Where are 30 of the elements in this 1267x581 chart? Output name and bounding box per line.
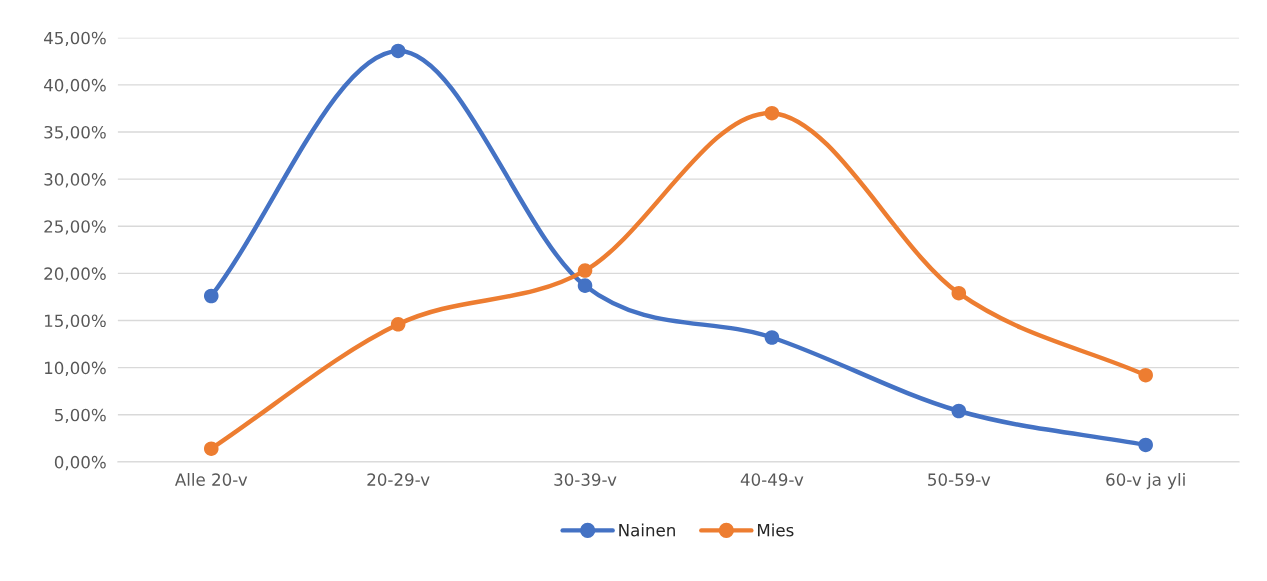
y-tick-label: 45,00% (43, 31, 106, 47)
point (577, 263, 593, 278)
point (390, 317, 406, 332)
legend-label: Nainen (619, 523, 675, 537)
y-tick-label: 5,00% (55, 408, 106, 424)
point (951, 285, 967, 301)
legend-label: Mies (757, 523, 794, 537)
y-tick-label: 40,00% (43, 78, 106, 94)
x-tick-label: Alle 20-v (174, 473, 248, 486)
point (203, 441, 219, 456)
y-tick-label: 30,00% (44, 173, 106, 188)
point (1138, 437, 1153, 453)
point (1138, 367, 1153, 383)
y-tick-label: 15,00% (45, 314, 106, 329)
y-tick-label: 10,00% (45, 361, 106, 376)
point (203, 288, 219, 304)
y-tick-label: 0,00% (54, 455, 106, 471)
point (390, 43, 406, 59)
point (764, 105, 780, 121)
y-tick-label: 20,00% (44, 267, 106, 282)
y-tick-label: 35,00% (44, 125, 106, 141)
x-tick-label: 50-59-v (928, 473, 991, 486)
x-tick-label: 30-39-v (554, 473, 617, 486)
x-tick-label: 20-29-v (367, 473, 430, 486)
point (577, 278, 593, 293)
x-tick-label: 40-49-v (740, 473, 804, 486)
point (951, 403, 967, 419)
x-tick-label: 60-v ja yli (1106, 473, 1185, 490)
point (764, 330, 780, 345)
y-tick-label: 25,00% (44, 220, 106, 235)
